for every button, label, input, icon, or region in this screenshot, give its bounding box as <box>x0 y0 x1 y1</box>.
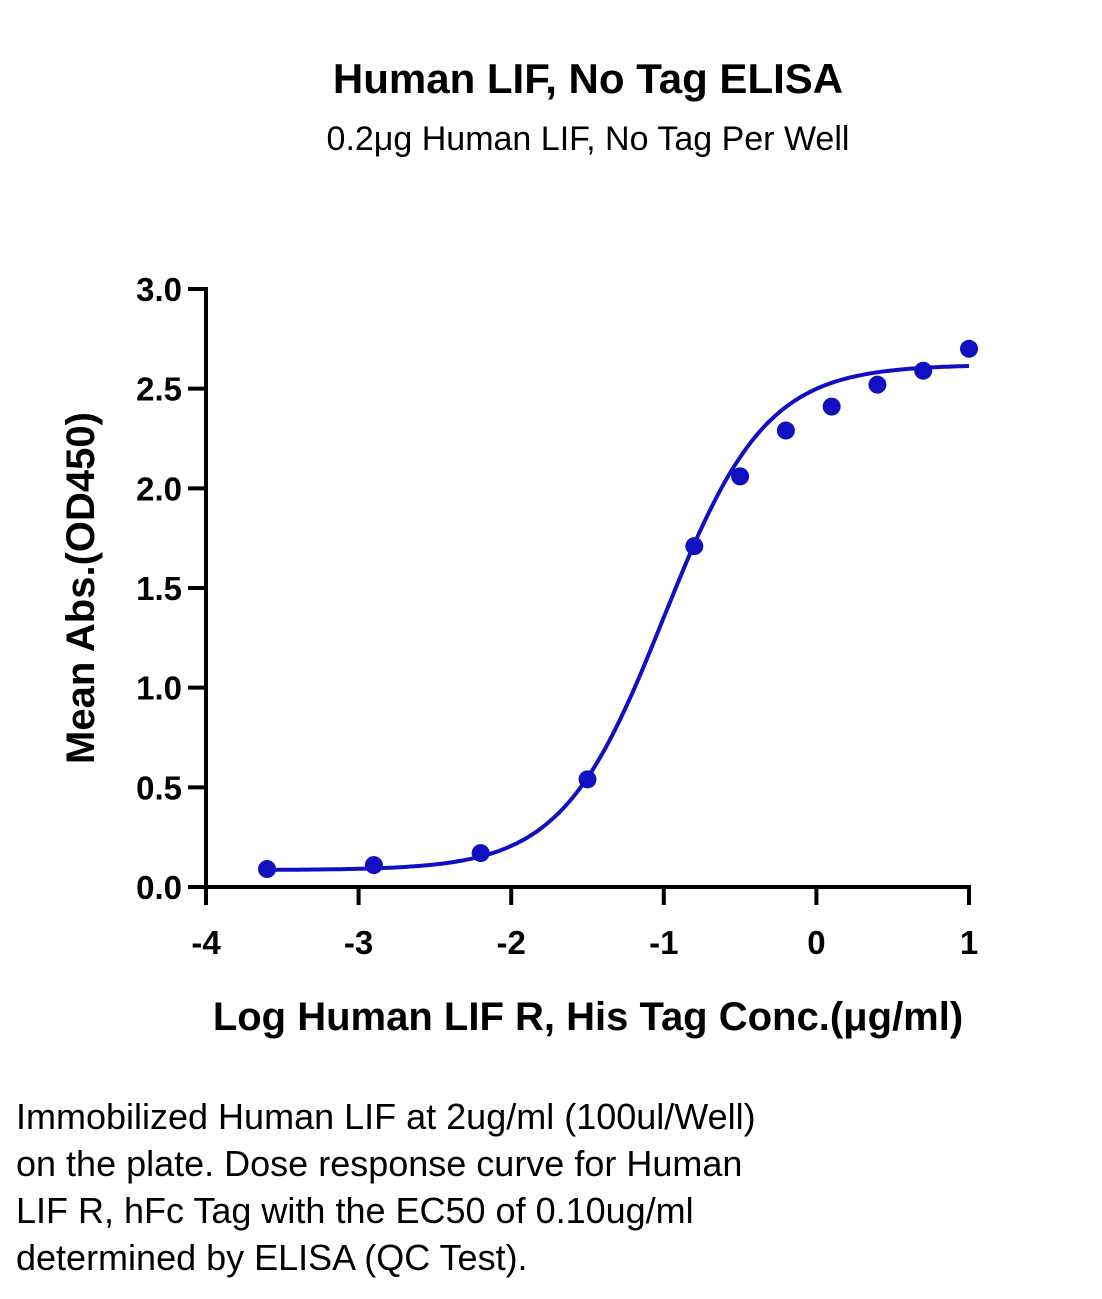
y-tick-label: 2.0 <box>136 470 182 507</box>
x-axis-label: Log Human LIF R, His Tag Conc.(μg/ml) <box>213 995 963 1039</box>
data-point <box>578 770 597 789</box>
x-tick-label: 1 <box>960 924 978 961</box>
fit-curve <box>267 364 970 872</box>
data-point <box>258 860 277 879</box>
y-tick-label: 1.5 <box>136 570 182 607</box>
data-point <box>685 537 704 556</box>
plot-area: 0.0 0.5 1.0 1.5 2.0 2.5 3.0 -4 -3 -2 -1 0 1 <box>136 271 978 961</box>
chart-subtitle: 0.2μg Human LIF, No Tag Per Well <box>327 120 850 158</box>
y-tick-label: 2.5 <box>136 371 182 408</box>
data-point <box>776 421 795 440</box>
x-tick-label: -2 <box>497 924 526 961</box>
caption-line: determined by ELISA (QC Test). <box>16 1237 528 1278</box>
y-tick-label: 0.0 <box>136 869 182 906</box>
data-point <box>471 844 490 863</box>
x-tick-label: -3 <box>344 924 373 961</box>
y-tick-label: 1.0 <box>136 670 182 707</box>
data-point <box>960 339 978 358</box>
y-tick-label: 3.0 <box>136 271 182 308</box>
data-point <box>868 375 887 394</box>
figure-caption: Immobilized Human LIF at 2ug/ml (100ul/W… <box>16 1093 1086 1281</box>
chart-title: Human LIF, No Tag ELISA <box>333 55 843 102</box>
data-point <box>731 467 750 486</box>
caption-line: on the plate. Dose response curve for Hu… <box>16 1143 743 1184</box>
caption-line: Immobilized Human LIF at 2ug/ml (100ul/W… <box>16 1096 756 1137</box>
data-point <box>364 856 383 875</box>
y-tick-label: 0.5 <box>136 769 182 806</box>
caption-line: LIF R, hFc Tag with the EC50 of 0.10ug/m… <box>16 1190 694 1231</box>
elisa-chart: Human LIF, No Tag ELISA 0.2μg Human LIF,… <box>59 55 978 1039</box>
x-tick-label: -4 <box>191 924 221 961</box>
y-axis-label: Mean Abs.(OD450) <box>59 412 103 764</box>
data-point <box>914 361 933 380</box>
x-tick-label: -1 <box>649 924 678 961</box>
x-tick-label: 0 <box>807 924 825 961</box>
data-point <box>822 397 841 416</box>
